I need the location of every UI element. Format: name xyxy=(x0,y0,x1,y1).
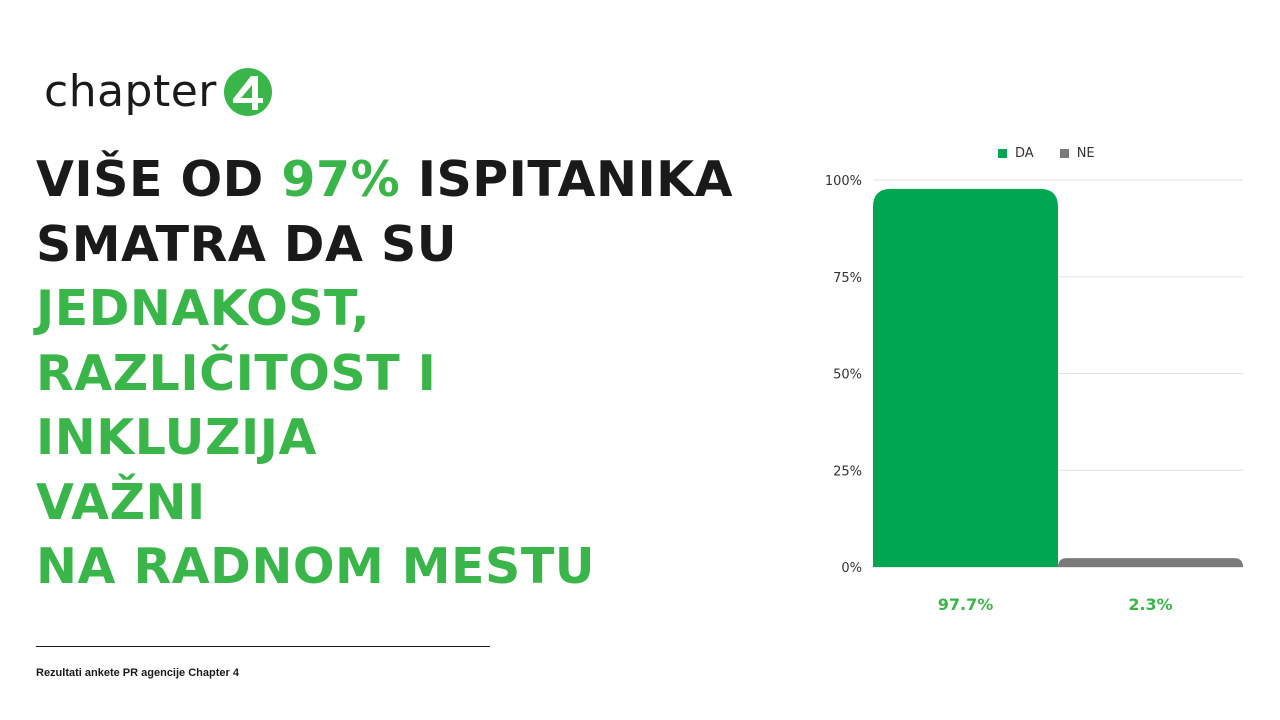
data-label-da: 97.7% xyxy=(938,595,994,614)
legend-label-ne: NE xyxy=(1076,146,1095,161)
legend-label-da: DA xyxy=(1015,146,1034,161)
y-tick-label: 0% xyxy=(841,561,862,576)
y-tick-label: 75% xyxy=(833,271,862,286)
headline: VIŠE OD 97% ISPITANIKA SMATRA DA SU JEDN… xyxy=(36,148,806,600)
y-tick-label: 25% xyxy=(833,464,862,479)
headline-highlight: 97% xyxy=(281,151,401,208)
headline-line-2: SMATRA DA SU xyxy=(36,215,458,273)
headline-line-7: NA RADNOM MESTU xyxy=(36,538,596,595)
headline-line-6: VAŽNI xyxy=(36,473,206,531)
legend-swatch-ne xyxy=(1059,149,1069,158)
legend-item-da: DA xyxy=(998,146,1034,161)
headline-text: VIŠE OD xyxy=(36,151,282,208)
bar-ne xyxy=(1058,558,1243,567)
data-label-ne: 2.3% xyxy=(1128,595,1172,614)
headline-line-5: INKLUZIJA xyxy=(36,409,317,466)
legend-item-ne: NE xyxy=(1059,146,1095,161)
y-tick-label: 50% xyxy=(833,368,862,383)
headline-text: ISPITANIKA xyxy=(400,151,734,208)
logo-wordmark: chapter xyxy=(44,66,217,117)
headline-line-3: JEDNAKOST, xyxy=(36,280,371,337)
headline-line-4: RAZLIČITOST I xyxy=(36,344,437,402)
chart-legend: DA NE xyxy=(998,146,1095,161)
footer-note: Rezultati ankete PR agencije Chapter 4 xyxy=(36,667,239,679)
y-tick-label: 100% xyxy=(825,174,862,189)
bar-da xyxy=(873,188,1058,567)
legend-swatch-da xyxy=(998,149,1007,158)
footer-divider xyxy=(36,646,490,647)
chapter4-logo: chapter xyxy=(44,60,273,124)
logo-four-icon xyxy=(223,68,272,116)
headline-line-1: VIŠE OD 97% ISPITANIKA xyxy=(36,148,806,213)
